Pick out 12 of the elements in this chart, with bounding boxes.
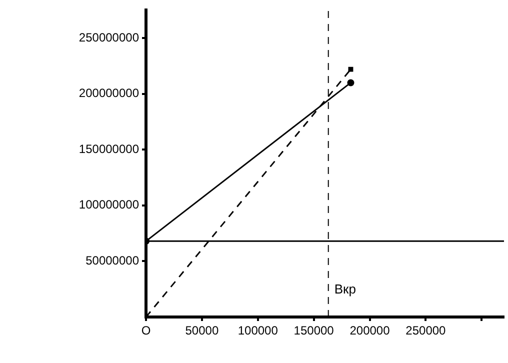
y-tick-label: 250000000 — [78, 30, 140, 44]
y-tick-label: 100000000 — [78, 198, 140, 212]
ref-line-label: Вкр — [334, 282, 356, 297]
x-tick-label: 100000 — [238, 324, 278, 338]
y-tick-label: 50000000 — [86, 254, 140, 268]
y-tick-label: 150000000 — [78, 142, 140, 156]
x-tick-label: 150000 — [294, 324, 334, 338]
x-tick-label: 200000 — [350, 324, 390, 338]
x-tick-label: O — [141, 324, 151, 338]
x-tick-label: 250000 — [406, 324, 446, 338]
x-tick-label: 50000 — [185, 324, 219, 338]
y-tick-label: 200000000 — [78, 86, 140, 100]
